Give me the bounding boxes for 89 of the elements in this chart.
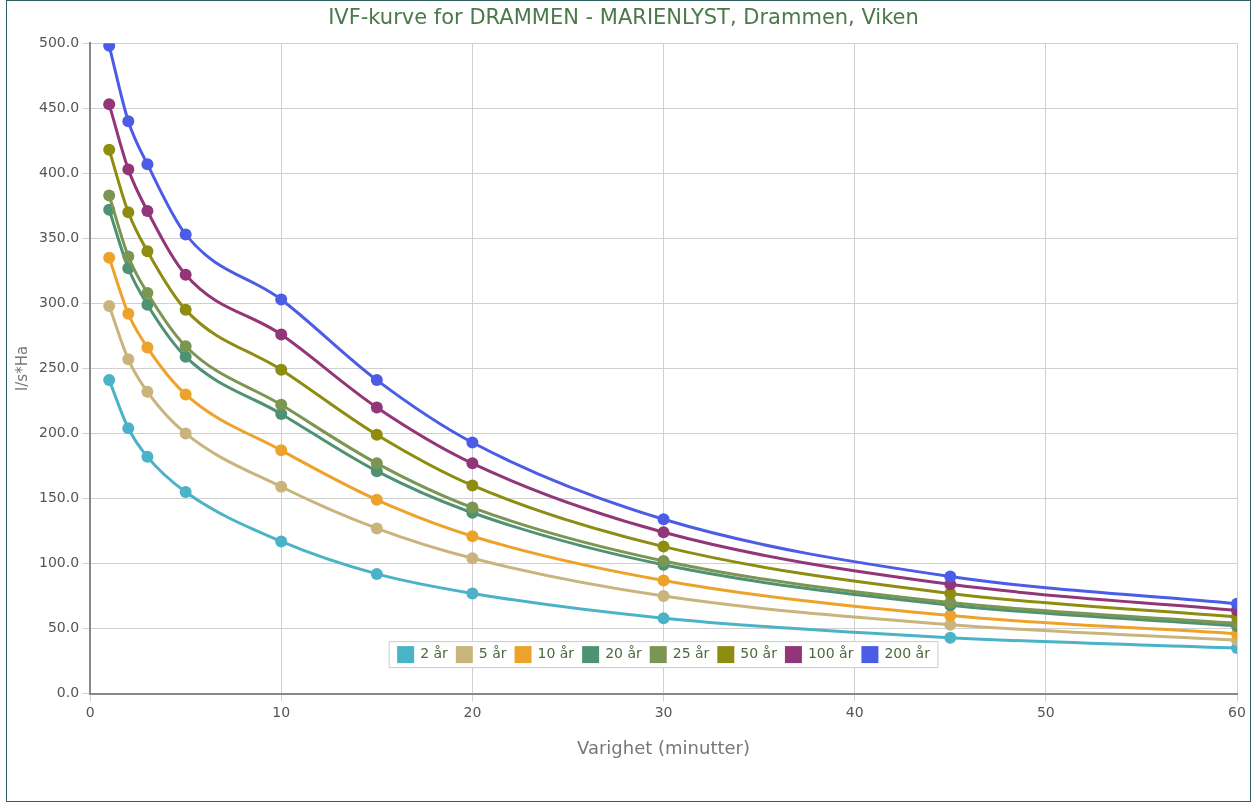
point: [179, 485, 192, 498]
y-tick-label: 200.0: [38, 424, 80, 441]
point: [657, 526, 670, 539]
point: [944, 609, 957, 622]
point: [275, 535, 288, 548]
legend-label: 5 år: [478, 645, 507, 662]
point: [275, 328, 288, 341]
point: [141, 205, 154, 217]
y-tick-label: 100.0: [38, 554, 80, 571]
point: [179, 303, 192, 316]
point: [103, 299, 116, 312]
x-axis-title: Varighet (minutter): [577, 736, 751, 758]
x-tick-label: 40: [845, 703, 864, 720]
x-tick-label: 50: [1036, 703, 1055, 720]
point: [122, 250, 135, 263]
chart-title: IVF-kurve for DRAMMEN - MARIENLYST, Drammen, Viken: [328, 5, 919, 30]
point: [122, 115, 135, 128]
point: [466, 479, 479, 492]
point: [179, 350, 192, 363]
y-tick-label: 500.0: [38, 33, 80, 50]
y-tick-label: 400.0: [38, 163, 80, 180]
point: [466, 436, 479, 449]
point: [370, 374, 383, 387]
point: [141, 450, 154, 463]
legend-label: 100 år: [807, 645, 854, 662]
point: [122, 206, 135, 219]
point: [122, 163, 135, 176]
y-tick-label: 300.0: [38, 294, 80, 310]
legend-label: 2 år: [420, 645, 449, 662]
point: [122, 353, 135, 366]
legend-label: 25 år: [672, 645, 710, 662]
point: [179, 228, 192, 241]
point: [122, 422, 135, 435]
x-tick-label: 10: [272, 703, 291, 720]
point: [657, 513, 670, 526]
point: [657, 540, 670, 553]
point: [657, 574, 670, 587]
legend-label: 50 år: [740, 645, 778, 662]
legend-label: 10 år: [537, 645, 575, 662]
point: [275, 480, 288, 493]
point: [657, 612, 670, 625]
y-tick-label: 150.0: [38, 489, 80, 506]
point: [370, 493, 383, 506]
point: [944, 631, 957, 644]
point: [275, 293, 288, 306]
point: [370, 428, 383, 441]
point: [466, 587, 479, 600]
x-tick-label: 0: [85, 703, 95, 720]
point: [275, 398, 288, 411]
y-tick-label: 250.0: [38, 359, 80, 376]
point: [370, 522, 383, 535]
legend-label: 20 år: [605, 645, 642, 662]
point: [657, 554, 670, 567]
point: [141, 341, 154, 354]
point: [370, 457, 383, 470]
point: [179, 427, 192, 440]
point: [141, 298, 154, 311]
x-tick-label: 60: [1228, 703, 1246, 720]
point: [141, 385, 154, 398]
y-tick-label: 0.0: [56, 684, 80, 701]
point: [179, 340, 192, 353]
point: [141, 158, 154, 171]
point: [275, 444, 288, 457]
point: [179, 388, 192, 401]
point: [466, 530, 479, 543]
point: [122, 307, 135, 320]
point: [103, 251, 116, 264]
legend-label: 200 år: [884, 645, 931, 662]
y-tick-label: 350.0: [38, 228, 80, 245]
point: [103, 143, 116, 156]
point: [103, 374, 116, 387]
point: [466, 457, 479, 470]
point: [466, 501, 479, 514]
point: [370, 567, 383, 580]
point: [944, 570, 957, 583]
x-tick-label: 20: [463, 703, 482, 720]
y-tick-label: 450.0: [38, 98, 80, 115]
point: [370, 401, 383, 414]
point: [103, 98, 116, 111]
point: [466, 552, 479, 565]
point: [179, 268, 192, 281]
x-tick-label: 30: [654, 703, 673, 720]
point: [657, 590, 670, 603]
point: [141, 286, 154, 299]
point: [141, 245, 154, 258]
point: [103, 189, 116, 202]
y-axis-title: l/s*Ha: [12, 345, 31, 391]
point: [275, 363, 288, 376]
y-tick-label: 50.0: [47, 619, 80, 636]
